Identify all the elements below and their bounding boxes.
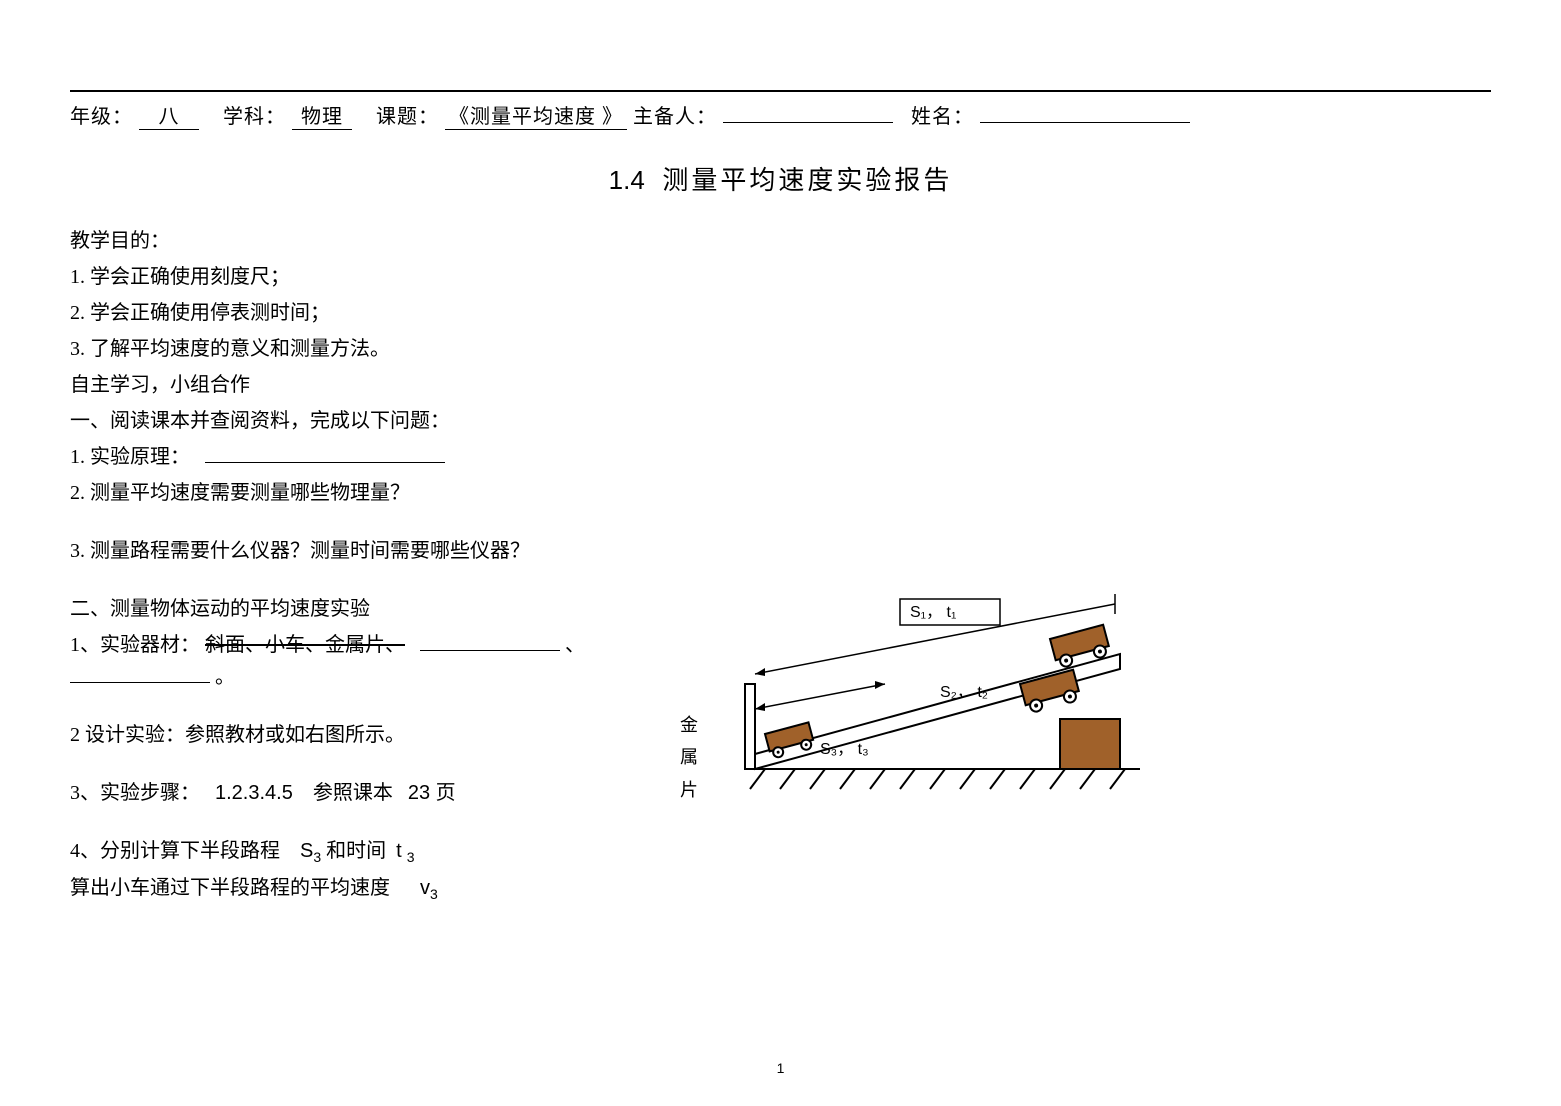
cart-middle — [1020, 670, 1081, 714]
section1-q3: 3. 测量路程需要什么仪器？测量时间需要哪些仪器？ — [70, 535, 1491, 567]
q1-blank — [205, 441, 445, 463]
p4-s3: S — [300, 840, 313, 862]
p1-strike: 斜面、小车、金属片、 — [205, 634, 405, 656]
section2-p4: 4、分别计算下半段路程 S3 和时间 t 3 — [70, 835, 670, 868]
page: 年级： 八 学科： 物理 课题： 《测量平均速度 》 主备人： 姓名： 1.4 … — [0, 0, 1561, 1106]
section2-p2: 2 设计实验：参照教材或如右图所示。 — [70, 719, 670, 751]
p3-steps: 1.2.3.4.5 — [215, 782, 293, 804]
topic-value: 《测量平均速度 》 — [445, 100, 627, 130]
p5-v: v — [420, 877, 430, 899]
topic-label: 课题： — [376, 106, 439, 128]
right-column: 金属片 — [680, 589, 1491, 809]
p4-t-sub: 3 — [407, 849, 415, 865]
p5-prefix: 算出小车通过下半段路程的平均速度 — [70, 877, 390, 899]
p5-v-sub: 3 — [430, 886, 438, 902]
content-row: 二、测量物体运动的平均速度实验 1、实验器材： 斜面、小车、金属片、 、 。 2… — [70, 589, 1491, 910]
objective-1: 1. 学会正确使用刻度尺； — [70, 261, 1491, 293]
page-title: 1.4 测量平均速度实验报告 — [70, 160, 1491, 197]
p4-prefix: 4、分别计算下半段路程 — [70, 840, 280, 862]
support-block — [1060, 719, 1120, 769]
incline-diagram: S₁， t₁ S₂， t₂ S₃， t₃ — [720, 589, 1150, 809]
section1-heading: 一、阅读课本并查阅资料，完成以下问题： — [70, 405, 1491, 437]
study-mode: 自主学习，小组合作 — [70, 369, 1491, 401]
ground-hatch — [750, 769, 1140, 789]
label-s3: S₃， t₃ — [820, 741, 869, 758]
p1-blank-1 — [420, 629, 560, 651]
objective-3: 3. 了解平均速度的意义和测量方法。 — [70, 333, 1491, 365]
top-rule — [70, 90, 1491, 92]
metal-plate-label: 金属片 — [680, 709, 700, 806]
page-number: 1 — [777, 1060, 785, 1076]
p1-sep: 、 — [565, 634, 585, 656]
p3-page: 23 页 — [408, 782, 456, 804]
label-s1: S₁， t₁ — [910, 604, 956, 621]
label-s2: S₂， t₂ — [940, 684, 988, 701]
section2-p1: 1、实验器材： 斜面、小车、金属片、 、 。 — [70, 629, 670, 693]
header-line: 年级： 八 学科： 物理 课题： 《测量平均速度 》 主备人： 姓名： — [70, 100, 1491, 130]
preparer-blank — [723, 101, 893, 123]
p4-mid: 和时间 — [326, 840, 386, 862]
section2-p3: 3、实验步骤： 1.2.3.4.5 参照课本 23 页 — [70, 777, 670, 809]
q1-label: 1. 实验原理： — [70, 446, 190, 468]
grade-label: 年级： — [70, 106, 133, 128]
p3-prefix: 3、实验步骤： — [70, 782, 200, 804]
body-text: 教学目的： 1. 学会正确使用刻度尺； 2. 学会正确使用停表测时间； 3. 了… — [70, 225, 1491, 910]
p1-end: 。 — [215, 666, 235, 688]
diagram-svg: S₁， t₁ S₂， t₂ S₃， t₃ — [720, 589, 1150, 809]
subject-label: 学科： — [223, 106, 286, 128]
metal-plate — [745, 684, 755, 769]
section1-q2: 2. 测量平均速度需要测量哪些物理量？ — [70, 477, 1491, 509]
p4-s3-sub: 3 — [313, 849, 321, 865]
left-column: 二、测量物体运动的平均速度实验 1、实验器材： 斜面、小车、金属片、 、 。 2… — [70, 589, 670, 910]
p4-t: t — [396, 840, 402, 862]
section1-q1: 1. 实验原理： — [70, 441, 1491, 473]
name-label: 姓名： — [911, 106, 974, 128]
section2-heading: 二、测量物体运动的平均速度实验 — [70, 593, 670, 625]
arrow-s2 — [755, 681, 885, 711]
title-text: 测量平均速度实验报告 — [662, 166, 952, 195]
grade-value: 八 — [139, 100, 199, 130]
section2-p5: 算出小车通过下半段路程的平均速度 v3 — [70, 872, 670, 905]
title-number: 1.4 — [609, 165, 645, 195]
p1-blank-2 — [70, 661, 210, 683]
objectives-heading: 教学目的： — [70, 225, 1491, 257]
subject-value: 物理 — [292, 100, 352, 130]
p1-prefix: 1、实验器材： — [70, 634, 200, 656]
p3-ref: 参照课本 — [313, 782, 393, 804]
preparer-label: 主备人： — [633, 106, 717, 128]
name-blank — [980, 101, 1190, 123]
objective-2: 2. 学会正确使用停表测时间； — [70, 297, 1491, 329]
